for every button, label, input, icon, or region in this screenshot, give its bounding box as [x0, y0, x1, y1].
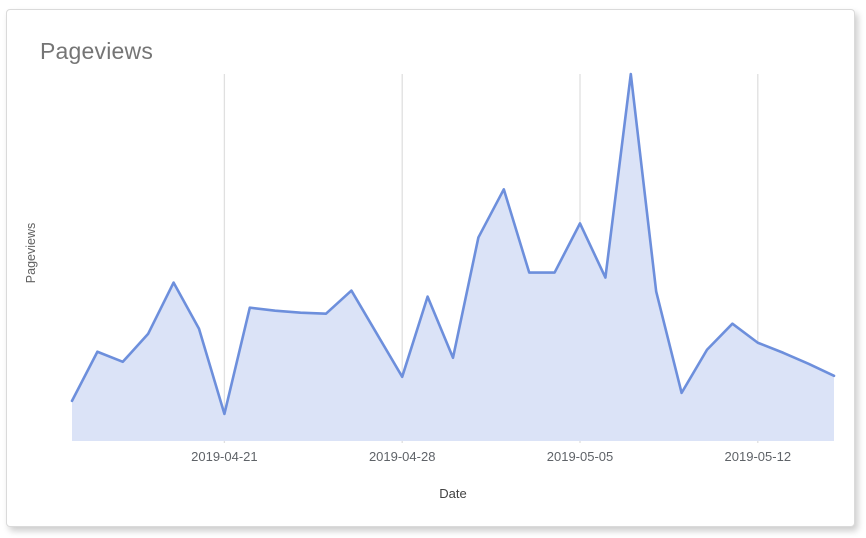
x-axis-tick-label: 2019-04-21: [191, 449, 258, 464]
chart-title: Pageviews: [40, 38, 154, 64]
x-axis-tick-label: 2019-05-12: [724, 449, 792, 464]
series-line: [70, 72, 836, 416]
x-axis-title: Date: [439, 486, 467, 501]
area-fill: [72, 74, 834, 441]
x-axis-tick-label: 2019-04-28: [368, 449, 436, 464]
y-axis-title: Pageviews: [24, 222, 38, 284]
x-axis-tick-label: 2019-05-05: [546, 449, 614, 464]
